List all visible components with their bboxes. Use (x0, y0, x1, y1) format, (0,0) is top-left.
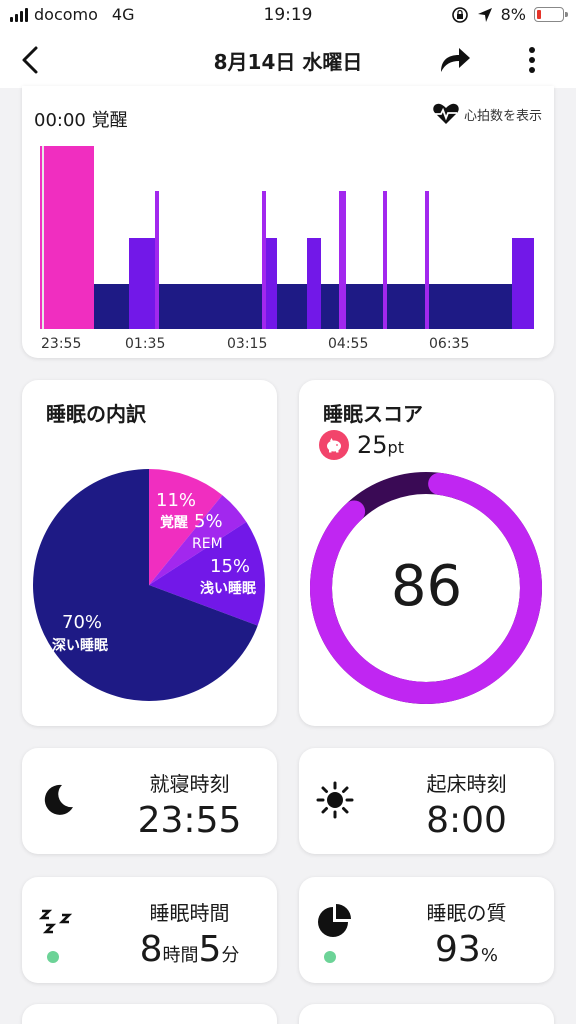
battery-percent: 8% (500, 5, 526, 24)
deep-sleep-band (94, 284, 512, 329)
app-header: 8月14日 水曜日 (0, 30, 576, 88)
next-card-left (22, 1004, 277, 1024)
heart-rate-icon (433, 103, 459, 124)
wake-time-value: 8:00 (426, 800, 507, 841)
duration-hours-unit: 時間 (162, 945, 199, 966)
score-ring (310, 472, 542, 704)
status-bar: docomo 4G 19:19 8% (0, 0, 576, 30)
bedtime-card[interactable]: 就寝時刻 23:55 (22, 748, 277, 854)
sleep-score-card[interactable]: 睡眠スコア 25pt 86 (299, 380, 554, 726)
breakdown-pie-chart: 11% 覚醒 5% REM 15% 浅い睡眠 70% 深い睡眠 (33, 469, 265, 701)
piggy-bank-icon (319, 430, 349, 460)
rem-stage-bar (262, 191, 266, 329)
share-button[interactable] (433, 40, 477, 80)
network-type: 4G (111, 5, 135, 24)
rem-stage-bar (383, 191, 387, 329)
score-title: 睡眠スコア (323, 402, 423, 426)
bedtime-value: 23:55 (137, 800, 242, 841)
light-name-label: 浅い睡眠 (200, 580, 256, 597)
more-vertical-icon (529, 47, 535, 73)
wake-time-label: 起床時刻 (426, 772, 507, 796)
sleep-quality-card[interactable]: 睡眠の質 93% (299, 877, 554, 983)
pie-chart-icon (313, 899, 357, 943)
status-dot (324, 951, 336, 963)
light-stage-bar (307, 238, 321, 329)
awake-percent-label: 11% (156, 490, 196, 511)
timeline-tick: 03:15 (227, 336, 268, 352)
rem-stage-bar (339, 191, 346, 329)
wake-time-card[interactable]: 起床時刻 8:00 (299, 748, 554, 854)
pie-slice (33, 469, 258, 701)
timeline-time-label: 00:00 覚醒 (34, 110, 128, 131)
timeline-tick: 06:35 (429, 336, 470, 352)
chevron-left-icon (22, 46, 38, 74)
duration-minutes: 5 (198, 929, 222, 970)
light-stage-bar (265, 238, 277, 329)
battery-icon (534, 7, 568, 22)
zzz-icon (36, 899, 80, 943)
quality-number: 93 (435, 929, 481, 970)
points-value: 25 (357, 431, 388, 459)
share-arrow-icon (441, 48, 470, 72)
carrier: docomo (34, 5, 98, 24)
pie-slice (149, 521, 265, 626)
more-options-button[interactable] (512, 40, 552, 80)
pie-slice (149, 469, 223, 585)
signal-icon (10, 7, 28, 22)
deep-name-label: 深い睡眠 (52, 637, 108, 654)
duration-hours: 8 (139, 929, 163, 970)
pie-slice (149, 495, 247, 585)
moon-icon (36, 778, 80, 822)
light-stage-bar (512, 238, 534, 329)
light-stage-bar (129, 238, 155, 329)
sleep-duration-label: 睡眠時間 (149, 901, 230, 925)
sleep-quality-label: 睡眠の質 (426, 901, 507, 925)
show-heart-rate-button[interactable]: 心拍数を表示 (432, 102, 542, 126)
sleep-duration-value: 8時間5分 (102, 929, 277, 970)
back-button[interactable] (10, 40, 50, 80)
bedtime-label: 就寝時刻 (149, 772, 230, 796)
sleep-breakdown-card[interactable]: 睡眠の内訳 11% 覚醒 5% REM 15% 浅い睡眠 70% 深い睡眠 (22, 380, 277, 726)
status-dot (47, 951, 59, 963)
heart-rate-label: 心拍数を表示 (463, 108, 542, 124)
light-percent-label: 15% (210, 556, 250, 577)
rotation-lock-icon (451, 6, 468, 23)
timeline-tick: 01:35 (125, 336, 166, 352)
next-card-right (299, 1004, 554, 1024)
rem-percent-label: 5% (194, 511, 223, 532)
timeline-tick: 23:55 (41, 336, 82, 352)
awake-marker (42, 146, 44, 329)
page-title: 8月14日 水曜日 (213, 50, 363, 74)
points-row: 25pt (319, 430, 404, 460)
sleep-stage-timeline (40, 146, 534, 329)
sleep-duration-card[interactable]: 睡眠時間 8時間5分 (22, 877, 277, 983)
awake-name-label: 覚醒 (160, 514, 188, 531)
sun-icon (313, 778, 357, 822)
quality-unit: % (480, 945, 498, 966)
rem-name-label: REM (192, 536, 223, 552)
score-value: 86 (390, 554, 463, 619)
sleep-timeline-card: 00:00 覚醒 心拍数を表示 (22, 86, 554, 358)
score-ring-progress (310, 472, 542, 704)
awake-stage-bar (40, 146, 94, 329)
breakdown-title: 睡眠の内訳 (46, 402, 146, 426)
rem-stage-bar (155, 191, 159, 329)
duration-minutes-unit: 分 (221, 945, 240, 966)
location-icon (477, 7, 492, 22)
points-unit: pt (387, 438, 404, 457)
deep-percent-label: 70% (62, 612, 102, 633)
rem-stage-bar (425, 191, 429, 329)
sleep-quality-value: 93% (379, 929, 554, 970)
status-time: 19:19 (263, 5, 313, 25)
timeline-tick: 04:55 (328, 336, 369, 352)
